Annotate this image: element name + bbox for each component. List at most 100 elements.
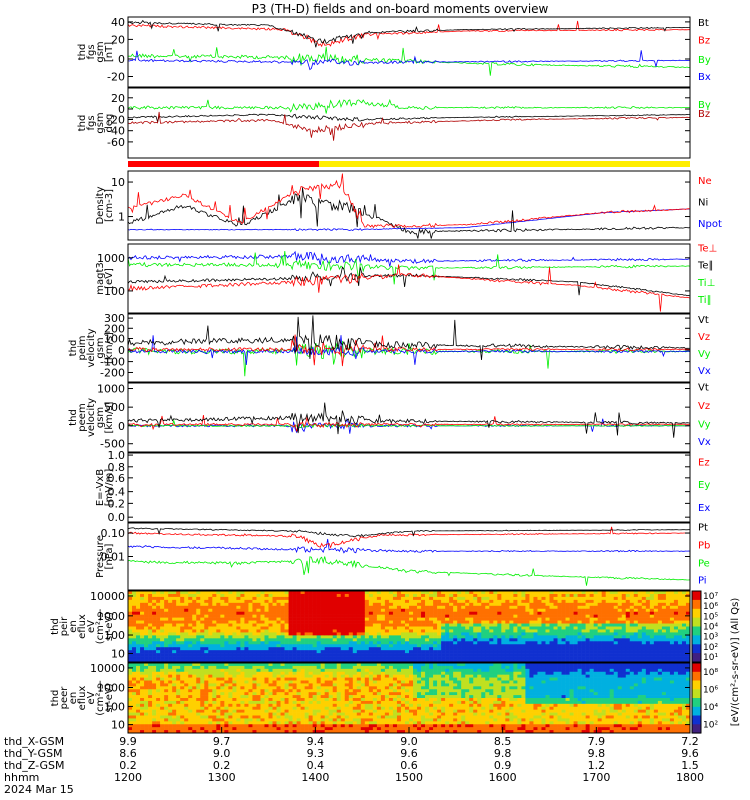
spectrogram-cell	[521, 620, 526, 624]
series-line-fgs_angles-1	[127, 113, 690, 124]
spectrogram-cell	[204, 647, 209, 651]
spectrogram-cell	[356, 593, 362, 598]
spectrogram-cell	[156, 629, 161, 633]
spectrogram-cell	[132, 644, 137, 648]
panel-frame	[127, 590, 691, 663]
spectrogram-cell	[196, 724, 201, 728]
spectrogram-cell	[505, 599, 510, 604]
spectrogram-cell	[136, 727, 141, 731]
spectrogram-cell	[409, 605, 414, 610]
spectrogram-cell	[645, 596, 651, 601]
spectrogram-cell	[264, 623, 269, 627]
spectrogram-cell	[220, 620, 225, 624]
spectrogram-cell	[681, 591, 687, 595]
spectrogram-cell	[128, 674, 133, 678]
spectrogram-cell	[585, 605, 590, 610]
spectrogram-cell	[292, 730, 297, 734]
spectrogram-cell	[673, 632, 679, 636]
spectrogram-cell	[348, 647, 354, 651]
spectrogram-cell	[356, 608, 362, 613]
spectrogram-cell	[509, 644, 514, 648]
spectrogram-cell	[565, 626, 570, 630]
spectrogram-cell	[380, 629, 386, 633]
spectrogram-cell	[344, 605, 350, 610]
spectrogram-cell	[637, 647, 643, 651]
spectrogram-cell	[673, 644, 679, 648]
spectrogram-cell	[196, 721, 201, 725]
spectrogram-cell	[320, 692, 325, 696]
spectrogram-cell	[641, 617, 647, 621]
spectrogram-cell	[188, 650, 193, 654]
spectrogram-cell	[457, 602, 462, 607]
spectrogram-cell	[264, 632, 269, 636]
spectrogram-cell	[601, 611, 606, 615]
spectrogram-cell	[268, 644, 273, 648]
spectrogram-cell	[685, 599, 691, 604]
spectrogram-cell	[525, 591, 530, 595]
spectrogram-cell	[300, 611, 305, 615]
spectrogram-cell	[316, 617, 321, 621]
y-tick-label: 100	[104, 629, 125, 642]
spectrogram-cell	[685, 638, 691, 642]
spectrogram-cell	[228, 626, 233, 630]
spectrogram-cell	[272, 692, 277, 696]
spectrogram-cell	[473, 623, 478, 627]
spectrogram-cell	[196, 686, 201, 690]
spectrogram-cell	[661, 656, 667, 660]
spectrogram-cell	[240, 647, 245, 651]
spectrogram-cell	[360, 692, 366, 696]
spectrogram-cell	[533, 659, 538, 663]
spectrogram-cell	[284, 677, 289, 681]
spectrogram-cell	[208, 663, 213, 667]
spectrogram-cell	[128, 591, 133, 595]
spectrogram-cell	[280, 663, 285, 667]
spectrogram-cell	[360, 671, 366, 675]
spectrogram-cell	[477, 620, 482, 624]
spectrogram-cell	[368, 632, 374, 636]
spectrogram-cell	[212, 709, 217, 713]
spectrogram-cell	[240, 718, 245, 722]
spectrogram-cell	[413, 599, 418, 604]
spectrogram-cell	[180, 709, 185, 713]
spectrogram-cell	[461, 593, 466, 598]
spectrogram-cell	[549, 599, 554, 604]
spectrogram-cell	[248, 641, 253, 645]
spectrogram-cell	[569, 593, 574, 598]
spectrogram-cell	[240, 698, 245, 702]
y-axis-label: magt3	[95, 262, 106, 295]
spectrogram-cell	[152, 632, 157, 636]
spectrogram-cell	[164, 680, 169, 684]
spectrogram-cell	[364, 632, 370, 636]
spectrogram-cell	[168, 683, 173, 687]
spectrogram-cell	[228, 596, 233, 601]
spectrogram-cell	[673, 623, 679, 627]
spectrogram-cell	[593, 617, 598, 621]
spectrogram-cell	[180, 727, 185, 731]
spectrogram-cell	[172, 641, 177, 645]
spectrogram-cell	[144, 668, 149, 673]
spectrogram-cell	[252, 596, 257, 601]
spectrogram-cell	[212, 605, 217, 610]
spectrogram-cell	[256, 674, 261, 678]
spectrogram-cell	[288, 620, 293, 624]
spectrogram-cell	[260, 635, 265, 639]
spectrogram-cell	[256, 700, 261, 705]
spectrogram-cell	[437, 653, 442, 657]
spectrogram-cell	[308, 614, 313, 618]
spectrogram-cell	[669, 605, 675, 610]
spectrogram-cell	[529, 653, 534, 657]
spectrogram-cell	[380, 656, 386, 660]
spectrogram-cell	[388, 641, 394, 645]
spectrogram-cell	[344, 724, 350, 728]
spectrogram-cell	[469, 591, 474, 595]
spectrogram-cell	[525, 599, 530, 604]
spectrogram-cell	[252, 638, 257, 642]
spectrogram-cell	[465, 653, 470, 657]
spectrogram-cell	[549, 635, 554, 639]
spectrogram-cell	[557, 656, 562, 660]
spectrogram-cell	[156, 644, 161, 648]
spectrogram-cell	[617, 602, 623, 607]
spectrogram-cell	[372, 593, 378, 598]
spectrogram-cell	[653, 602, 659, 607]
